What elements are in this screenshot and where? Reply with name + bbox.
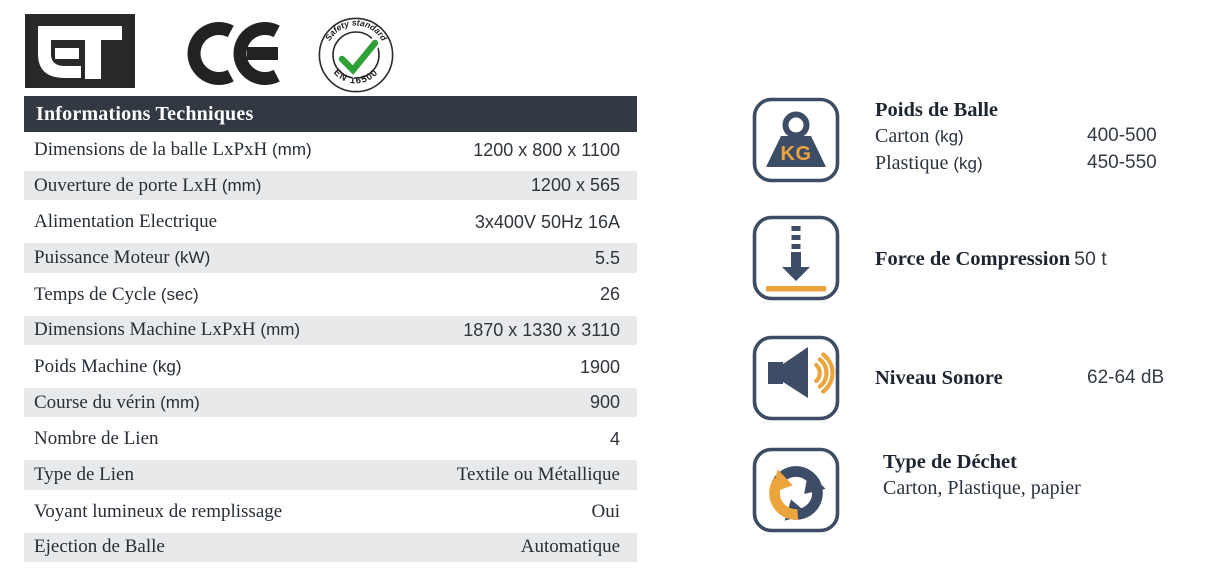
ce-mark-icon bbox=[187, 22, 280, 85]
row-value: Textile ou Métallique bbox=[456, 463, 620, 485]
spec-compression-force: Force de Compression 50 t bbox=[752, 215, 1107, 302]
table-row: Ejection de Balle Automatique bbox=[24, 529, 637, 566]
row-value: 1200 x 800 x 1100 bbox=[473, 139, 620, 160]
row-label: Puissance Moteur bbox=[34, 247, 170, 269]
table-row: Ouverture de porte LxH (mm) 1200 x 565 bbox=[24, 168, 637, 205]
row-value: 900 bbox=[589, 392, 620, 413]
row-value: 3x400V 50Hz 16A bbox=[474, 211, 620, 232]
row-unit: (mm) bbox=[160, 392, 200, 412]
spec-noise-level: Niveau Sonore 62-64 dB bbox=[752, 335, 1164, 422]
spec-row-value: 450-550 bbox=[1087, 152, 1157, 174]
recycle-icon bbox=[752, 447, 840, 533]
company-logo bbox=[25, 14, 135, 88]
table-row: Nombre de Lien 4 bbox=[24, 421, 637, 457]
row-label: Dimensions de la balle LxPxH bbox=[34, 139, 268, 161]
row-unit: (mm) bbox=[221, 175, 262, 195]
spec-value: 62-64 dB bbox=[1087, 367, 1165, 389]
row-label: Type de Lien bbox=[34, 463, 134, 485]
row-value: 26 bbox=[599, 284, 620, 305]
table-row: Dimensions Machine LxPxH (mm) 1870 x 133… bbox=[24, 312, 637, 349]
row-value: 4 bbox=[609, 428, 620, 449]
technical-info-table: Informations Techniques Dimensions de la… bbox=[24, 96, 637, 566]
row-value: 5.5 bbox=[594, 247, 620, 268]
table-row: Course du vérin (mm) 900 bbox=[24, 385, 637, 422]
row-label: Ouverture de porte LxH bbox=[34, 174, 218, 196]
spec-subtitle: Carton, Plastique, papier bbox=[883, 477, 1081, 499]
row-label: Ejection de Balle bbox=[34, 536, 165, 558]
row-unit: (sec) bbox=[160, 284, 199, 304]
row-label: Nombre de Lien bbox=[34, 428, 159, 450]
spec-row-unit: (kg) bbox=[953, 154, 983, 174]
spec-title: Type de Déchet bbox=[883, 451, 1017, 473]
spec-bale-weight: KG Poids de Balle Carton (kg) 400-500 Pl… bbox=[752, 97, 1157, 184]
spec-row-label: Plastique bbox=[875, 152, 949, 175]
spec-title: Force de Compression bbox=[875, 247, 1071, 270]
row-unit: (mm) bbox=[260, 320, 301, 340]
spec-value: 50 t bbox=[1074, 247, 1107, 270]
row-unit: (mm) bbox=[272, 140, 312, 160]
row-value: 1900 bbox=[579, 356, 620, 377]
spec-waste-type: Type de Déchet Carton, Plastique, papier bbox=[752, 447, 1081, 534]
compression-arrow-icon bbox=[752, 215, 840, 301]
table-row: Temps de Cycle (sec) 26 bbox=[24, 277, 637, 313]
spec-row: Carton (kg) 400-500 bbox=[875, 123, 1157, 150]
spec-title: Poids de Balle bbox=[875, 99, 999, 121]
spec-title: Niveau Sonore bbox=[875, 367, 1003, 390]
spec-row-label: Carton bbox=[875, 125, 930, 147]
spec-row-unit: (kg) bbox=[934, 127, 964, 146]
check-icon bbox=[338, 39, 379, 75]
table-title: Informations Techniques bbox=[36, 102, 254, 125]
row-label: Temps de Cycle bbox=[34, 283, 157, 305]
row-value: 1200 x 565 bbox=[530, 175, 620, 196]
table-row: Voyant lumineux de remplissage Oui bbox=[24, 494, 637, 530]
row-label: Course du vérin bbox=[34, 391, 156, 413]
kg-label: KG bbox=[781, 143, 812, 165]
row-label: Poids Machine bbox=[34, 356, 148, 378]
spec-row-value: 400-500 bbox=[1087, 125, 1157, 146]
table-header: Informations Techniques bbox=[24, 96, 637, 132]
safety-standard-badge: Safety standard EN 16500 bbox=[318, 17, 394, 93]
row-value: Oui bbox=[591, 500, 621, 522]
table-row: Dimensions de la balle LxPxH (mm) 1200 x… bbox=[24, 132, 637, 168]
table-row: Puissance Moteur (kW) 5.5 bbox=[24, 240, 637, 277]
row-unit: (kg) bbox=[152, 357, 182, 377]
row-unit: (kW) bbox=[174, 248, 211, 268]
row-value: Automatique bbox=[520, 536, 620, 558]
table-row: Poids Machine (kg) 1900 bbox=[24, 349, 637, 385]
table-row: Alimentation Electrique 3x400V 50Hz 16A bbox=[24, 204, 637, 240]
row-label: Voyant lumineux de remplissage bbox=[34, 500, 283, 522]
row-value: 1870 x 1330 x 3110 bbox=[463, 319, 620, 340]
weight-kg-icon: KG bbox=[752, 97, 840, 183]
speaker-icon bbox=[752, 335, 840, 421]
row-label: Alimentation Electrique bbox=[34, 211, 218, 233]
row-label: Dimensions Machine LxPxH bbox=[34, 319, 256, 341]
spec-row: Plastique (kg) 450-550 bbox=[875, 150, 1157, 177]
table-row: Type de Lien Textile ou Métallique bbox=[24, 457, 637, 494]
